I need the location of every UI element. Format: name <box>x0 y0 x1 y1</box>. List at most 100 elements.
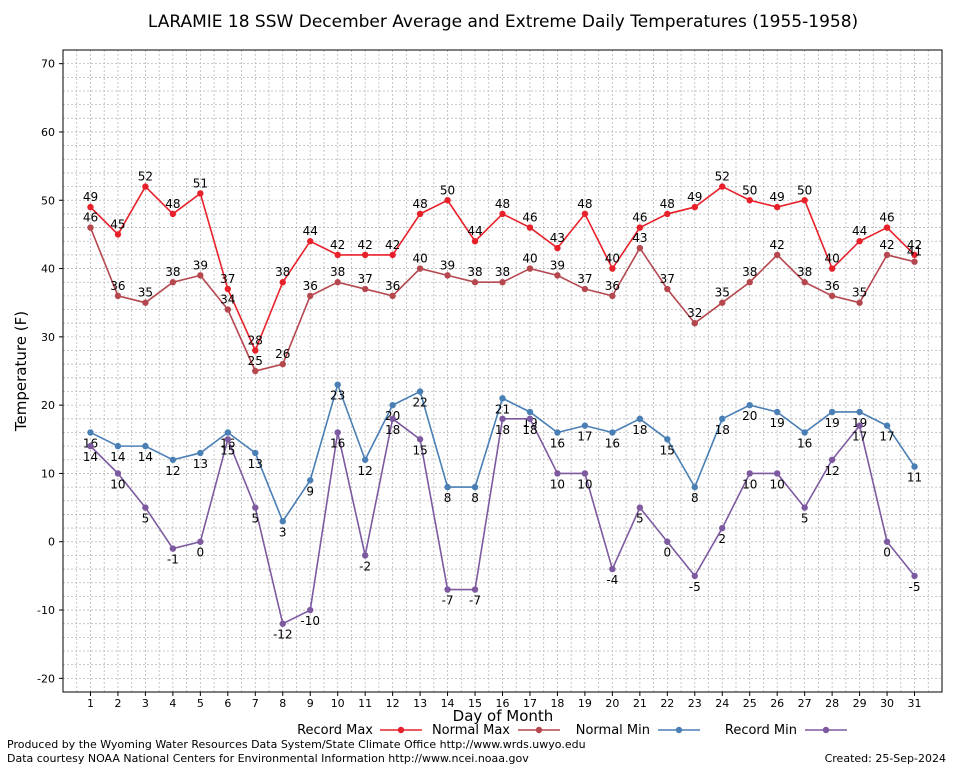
data-label: 36 <box>824 279 839 293</box>
data-point <box>719 415 726 423</box>
data-point <box>719 183 726 190</box>
data-point <box>142 183 149 190</box>
data-label: 48 <box>165 197 180 211</box>
data-label: 19 <box>824 416 839 430</box>
data-point <box>169 279 177 286</box>
data-label: 18 <box>632 423 647 437</box>
data-label: 38 <box>275 265 290 279</box>
data-label: 34 <box>220 293 235 307</box>
data-label: 16 <box>605 436 620 450</box>
data-point <box>279 518 286 525</box>
data-label: 0 <box>197 546 205 560</box>
data-label: 36 <box>110 279 125 293</box>
data-label: 13 <box>193 457 208 471</box>
data-point <box>361 251 369 259</box>
data-point <box>87 429 94 436</box>
data-point <box>279 620 286 627</box>
data-point <box>197 272 204 279</box>
data-point <box>224 306 232 313</box>
data-label: 48 <box>412 197 427 211</box>
data-label: 15 <box>220 443 235 457</box>
data-label: 15 <box>660 443 675 457</box>
data-label: 18 <box>715 423 730 437</box>
data-label: 48 <box>495 197 510 211</box>
data-label: 16 <box>550 436 565 450</box>
x-tick-label: 10 <box>331 697 345 710</box>
legend-label: Normal Min <box>576 723 650 738</box>
data-point <box>609 429 616 436</box>
data-point <box>197 538 204 545</box>
x-tick-label: 3 <box>142 697 149 710</box>
data-label: 26 <box>275 347 290 361</box>
data-point <box>444 586 451 593</box>
data-point <box>142 442 149 450</box>
data-label: -4 <box>606 573 618 587</box>
data-label: 38 <box>797 265 812 279</box>
data-point <box>746 470 753 477</box>
data-point <box>307 477 314 484</box>
data-label: 52 <box>715 170 730 184</box>
data-point <box>801 197 808 204</box>
data-label: 22 <box>412 395 427 409</box>
data-point <box>279 279 286 286</box>
data-label: 39 <box>550 258 565 272</box>
data-label: 36 <box>385 279 400 293</box>
x-tick-label: 26 <box>770 697 784 710</box>
data-label: 0 <box>883 546 891 560</box>
y-tick-label: -20 <box>37 672 55 685</box>
x-tick-label: 27 <box>798 697 812 710</box>
data-point <box>169 545 177 552</box>
data-label: 46 <box>879 211 894 225</box>
data-label: 42 <box>358 238 373 252</box>
data-point <box>87 224 94 231</box>
data-label: 41 <box>907 245 922 259</box>
data-point <box>746 197 753 204</box>
data-label: 35 <box>852 286 867 300</box>
data-label: 14 <box>110 450 125 464</box>
data-point <box>114 470 122 477</box>
x-tick-label: 28 <box>825 697 839 710</box>
data-label: 38 <box>165 265 180 279</box>
data-point <box>114 231 122 238</box>
data-point <box>664 538 671 545</box>
data-point <box>828 292 836 300</box>
data-label: 42 <box>385 238 400 252</box>
data-label: 38 <box>742 265 757 279</box>
data-point <box>87 442 94 450</box>
data-point <box>801 279 808 286</box>
x-tick-label: 15 <box>468 697 482 710</box>
x-tick-label: 31 <box>908 697 922 710</box>
data-point <box>526 265 534 272</box>
data-label: 2 <box>718 532 726 546</box>
data-point <box>719 524 726 532</box>
data-point <box>691 319 698 327</box>
data-point <box>499 279 506 286</box>
data-label: 17 <box>879 430 894 444</box>
data-point <box>883 422 891 429</box>
data-label: 10 <box>110 477 125 491</box>
data-point <box>444 483 451 491</box>
data-label: -7 <box>442 594 454 608</box>
data-label: 12 <box>824 464 839 478</box>
data-point <box>224 285 232 293</box>
legend-label: Record Max <box>297 723 373 738</box>
data-point <box>609 292 616 300</box>
data-label: 18 <box>522 423 537 437</box>
y-tick-label: 0 <box>48 536 55 549</box>
data-point <box>773 203 781 211</box>
x-tick-label: 16 <box>496 697 510 710</box>
data-label: 42 <box>770 238 785 252</box>
data-label: 12 <box>165 464 180 478</box>
x-tick-label: 4 <box>169 697 176 710</box>
x-tick-label: 20 <box>605 697 619 710</box>
data-label: 44 <box>852 224 867 238</box>
data-label: 8 <box>471 491 479 505</box>
data-point <box>609 565 616 573</box>
series-record-max: 49 45 52 48 51 37 28 38 44 42 42 42 48 50 44 48 46 43 48 40… <box>83 170 922 354</box>
data-point <box>773 408 781 416</box>
data-point <box>911 572 918 580</box>
data-point <box>691 483 698 491</box>
